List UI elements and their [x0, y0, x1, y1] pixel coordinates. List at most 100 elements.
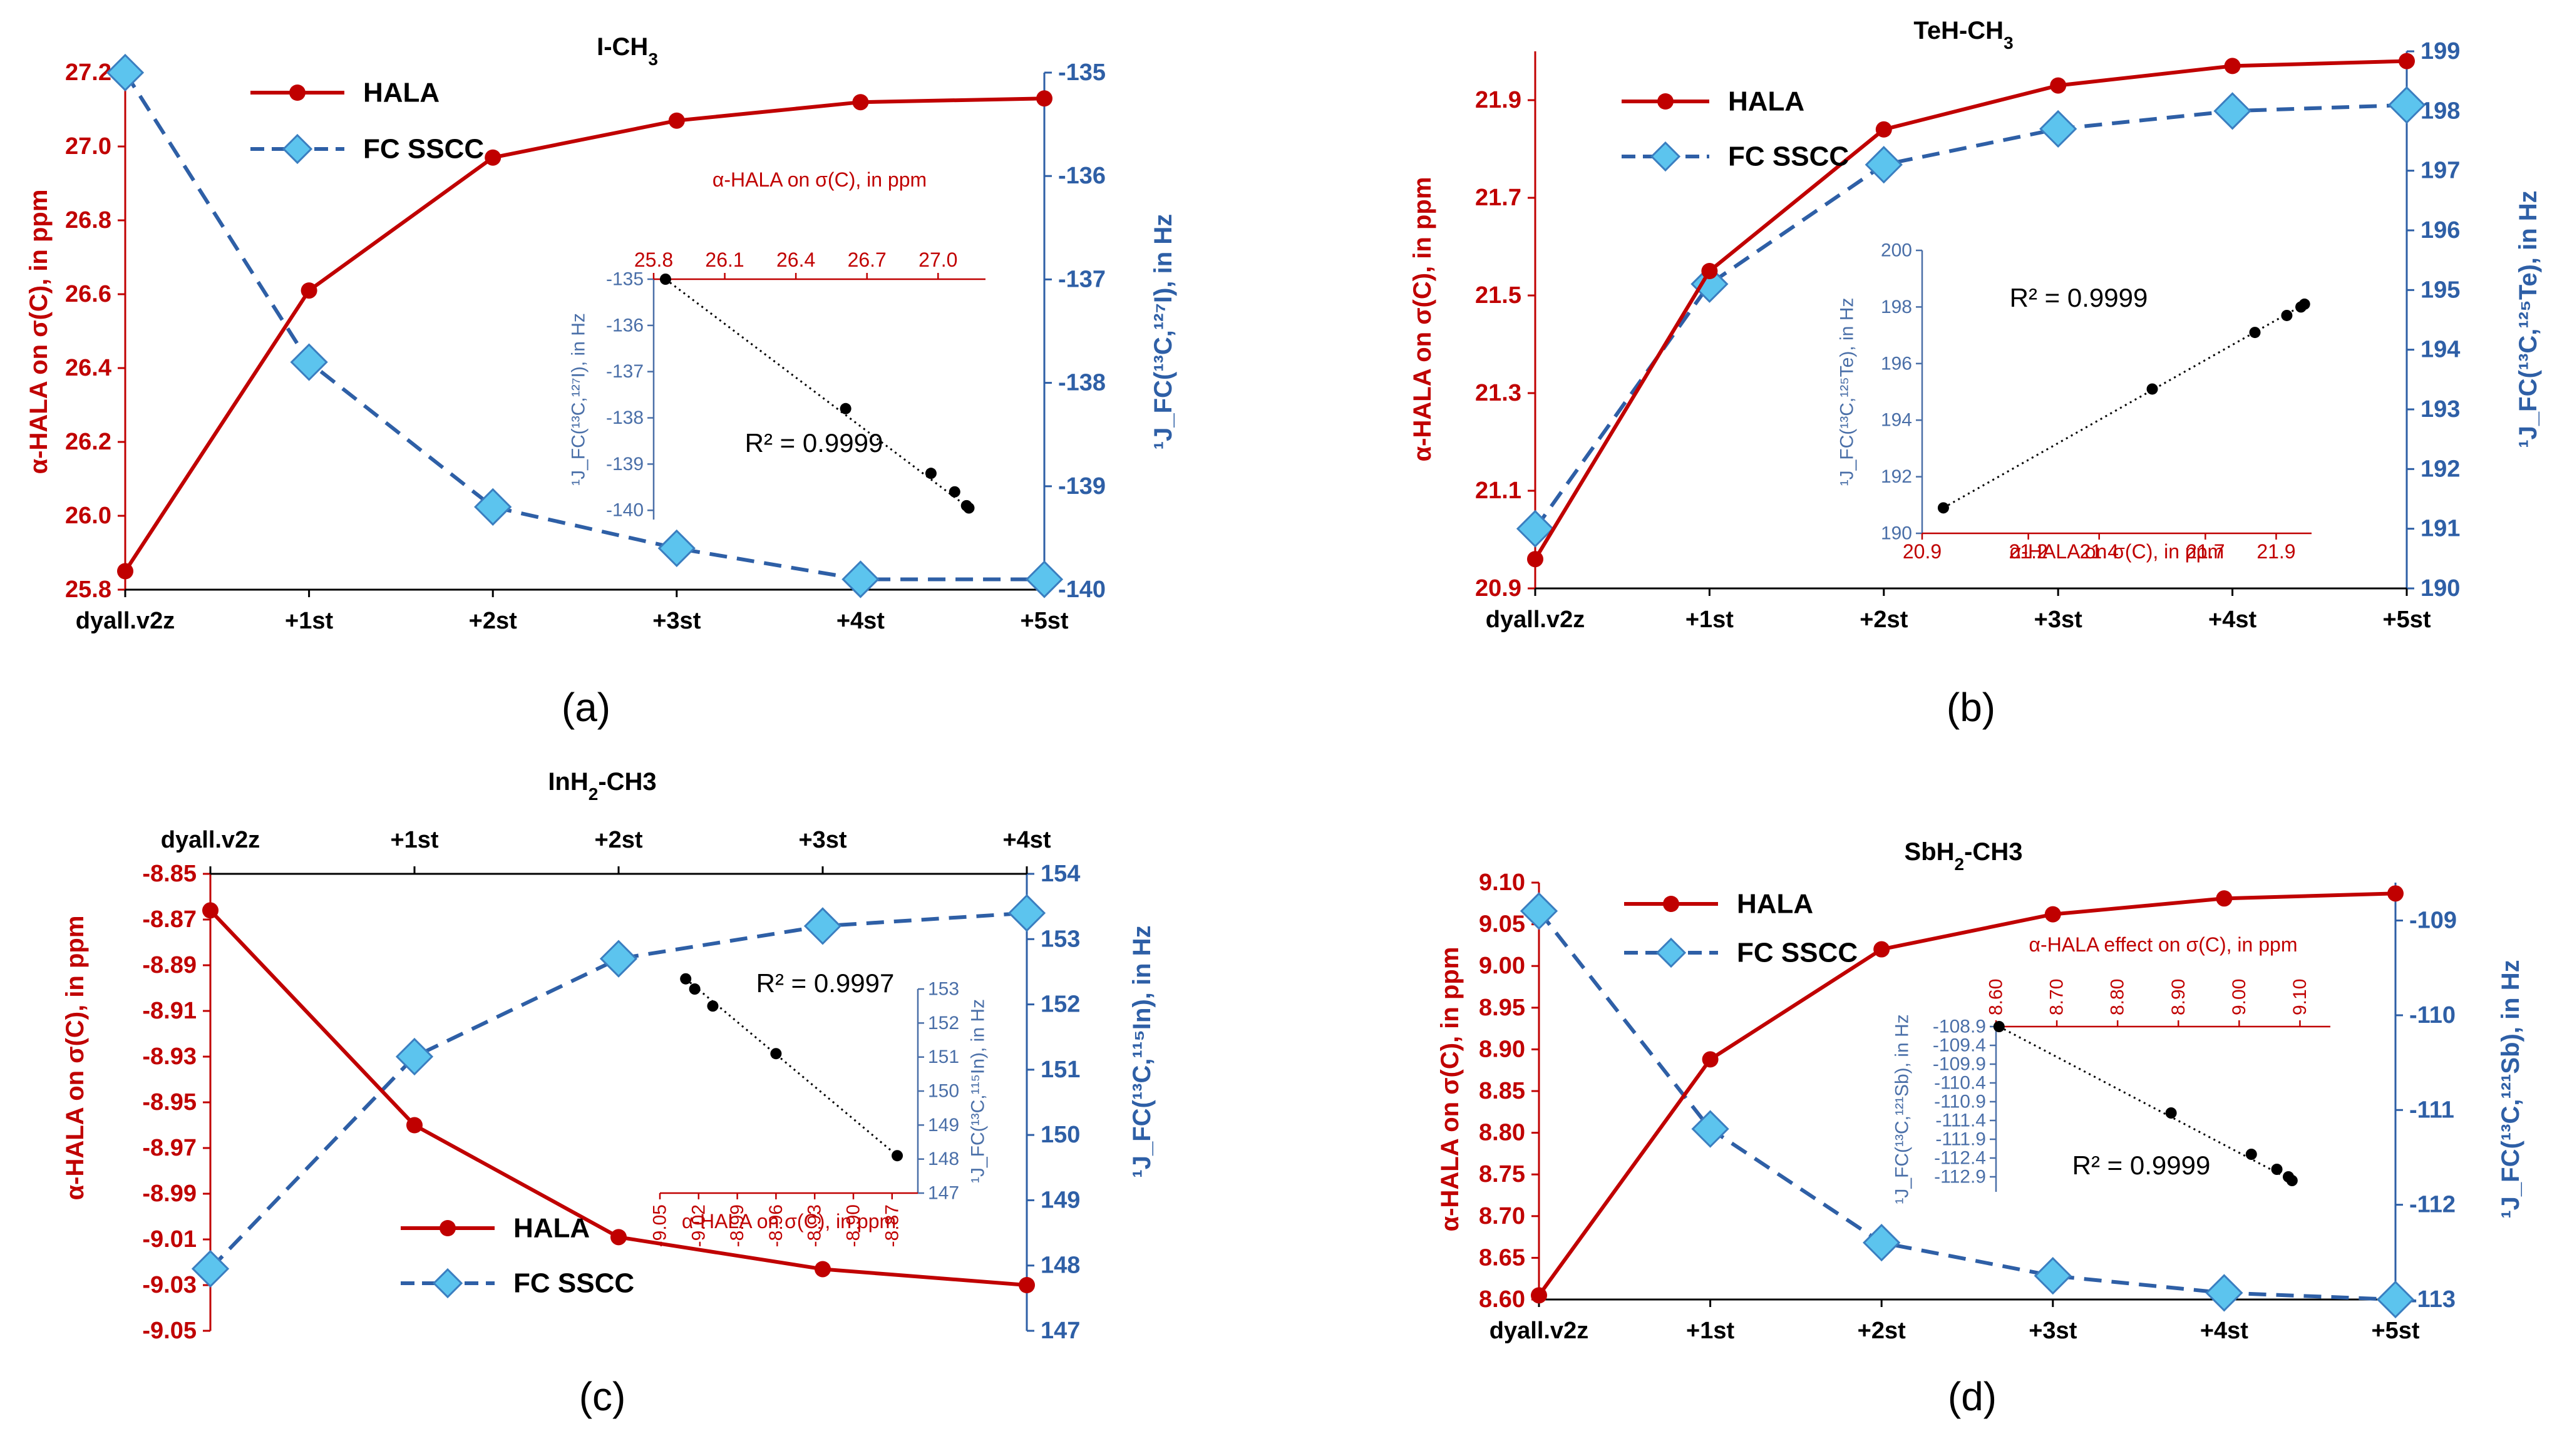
- inset-point: [680, 973, 691, 985]
- fc-sscc-point: [1027, 561, 1062, 597]
- left-tick-label: -9.01: [142, 1226, 197, 1253]
- left-tick-label: 8.65: [1479, 1244, 1525, 1271]
- left-axis-label: α-HALA on σ(C), in ppm: [1436, 947, 1464, 1232]
- title-rest: -CH3: [598, 768, 656, 796]
- fc-sscc-point: [1864, 1225, 1899, 1260]
- right-tick-label: -137: [1058, 266, 1106, 292]
- inset-point: [2299, 299, 2310, 310]
- panel-label: (d): [1948, 1374, 1997, 1419]
- inset-y-tick-label: 149: [928, 1115, 959, 1136]
- inset-y-tick-label: 198: [1881, 297, 1912, 317]
- hala-point: [1527, 551, 1543, 567]
- category-label: +1st: [390, 827, 438, 853]
- inset-r2-label: R² = 0.9999: [745, 428, 883, 458]
- left-tick-label: 21.5: [1475, 282, 1521, 309]
- inset-d: -108.9-109.4-109.9-110.4-110.9-111.4-111…: [1892, 933, 2331, 1204]
- left-tick-label: 21.9: [1475, 87, 1521, 113]
- left-tick-label: -8.91: [142, 998, 197, 1024]
- inset-point: [925, 468, 937, 479]
- inset-y-tick-label: -109.4: [1933, 1035, 1986, 1056]
- fc-sscc-point: [805, 908, 840, 943]
- inset-y-tick-label: 194: [1881, 410, 1912, 431]
- category-label: +3st: [2029, 1318, 2077, 1344]
- fc-sscc-point: [2389, 88, 2424, 123]
- left-tick-label: -8.89: [142, 952, 197, 978]
- inset-x-tick-label: 9.00: [2229, 979, 2250, 1015]
- right-tick-label: 197: [2421, 158, 2460, 184]
- left-axis-label: α-HALA on σ(C), in ppm: [25, 190, 53, 474]
- category-label: dyall.v2z: [1486, 607, 1585, 633]
- left-tick-label: -8.87: [142, 906, 197, 933]
- left-tick-label: 25.8: [65, 577, 111, 603]
- inset-y-axis-label: ¹J_FC(¹³C,¹¹⁵In), in Hz: [968, 999, 989, 1183]
- category-label: +5st: [2382, 607, 2431, 633]
- category-label: +3st: [2034, 607, 2082, 633]
- title-base: I-CH: [597, 33, 648, 61]
- hala-point: [1019, 1277, 1035, 1293]
- fc-sscc-point: [2040, 111, 2076, 146]
- left-axis-label: α-HALA on σ(C), in ppm: [61, 916, 89, 1201]
- inset-y-tick-label: 192: [1881, 466, 1912, 487]
- fc-sscc-point: [1693, 1112, 1728, 1147]
- title-base: TeH-CH: [1913, 17, 2004, 44]
- figure-canvas: I-CH3 25.8 26.0 26.2 26.4 26.6 26.8 27.0 27.2 -14…: [0, 0, 2557, 1453]
- inset-point: [2287, 1175, 2298, 1186]
- inset-y-tick-label: 148: [928, 1149, 959, 1169]
- category-label: +5st: [2371, 1318, 2419, 1344]
- left-tick-label: 9.05: [1479, 911, 1525, 938]
- left-tick-label: 9.10: [1479, 869, 1525, 896]
- fc-sscc-point: [601, 941, 636, 977]
- left-tick-label: 26.8: [65, 207, 111, 233]
- inset-point: [892, 1150, 903, 1161]
- right-tick-label: -139: [1058, 473, 1106, 500]
- inset-x-tick-label: 8.90: [2168, 979, 2189, 1015]
- inset-point: [964, 503, 975, 514]
- hala-point: [1876, 121, 1892, 138]
- right-tick-label: 150: [1041, 1122, 1080, 1148]
- legend: HALA FC SSCC: [1624, 889, 1858, 968]
- inset-x-axis-label: α-HALA on σ(C), in ppm: [713, 168, 927, 191]
- right-tick-label: 196: [2421, 217, 2460, 244]
- right-axis-label: ¹J_FC(¹³C,¹²¹Sb), in Hz: [2497, 960, 2524, 1218]
- inset-point: [707, 1000, 718, 1012]
- inset-y-tick-label: -109.9: [1933, 1054, 1986, 1075]
- inset-r2-label: R² = 0.9997: [756, 968, 895, 998]
- legend-hala-label: HALA: [363, 78, 440, 108]
- category-label: +4st: [2208, 607, 2256, 633]
- category-label: +1st: [285, 608, 333, 634]
- inset-y-tick-label: 153: [928, 979, 959, 1000]
- right-tick-label: 153: [1041, 926, 1080, 952]
- inset-y-tick-label: -137: [606, 361, 644, 382]
- fc-sscc-point: [2035, 1258, 2071, 1293]
- left-tick-label: 20.9: [1475, 575, 1521, 602]
- hala-point: [1531, 1287, 1547, 1303]
- right-axis-label: ¹J_FC(¹³C,¹²⁷I), in Hz: [1150, 214, 1177, 449]
- inset-y-tick-label: -108.9: [1933, 1017, 1986, 1037]
- right-tick-label: 195: [2421, 277, 2460, 303]
- hala-point: [117, 563, 133, 580]
- right-tick-label: 193: [2421, 396, 2460, 423]
- inset-point: [1994, 1021, 2005, 1032]
- inset-y-tick-label: -135: [606, 269, 644, 290]
- inset-y-tick-label: -140: [606, 500, 644, 521]
- inset-x-tick-label: 26.7: [848, 249, 887, 271]
- inset-y-tick-label: -112.4: [1934, 1148, 1986, 1169]
- chart-c: InH2-CH3-8.85-8.87-8.89-8.91-8.93-8.95-8…: [61, 768, 1156, 1419]
- inset-x-tick-label: -9.05: [650, 1204, 671, 1247]
- fc-sscc-point: [1009, 896, 1044, 931]
- right-tick-label: -109: [2409, 908, 2457, 934]
- panel-label: (c): [579, 1374, 626, 1419]
- category-label: +1st: [1685, 607, 1734, 633]
- inset-x-tick-label: 8.80: [2107, 979, 2128, 1015]
- legend-fc-label: FC SSCC: [363, 134, 484, 165]
- inset-point: [2250, 327, 2261, 338]
- left-tick-label: -8.99: [142, 1181, 197, 1207]
- hala-point: [485, 150, 501, 166]
- legend-fc-label: FC SSCC: [1737, 938, 1858, 968]
- fc-sscc-point: [2378, 1282, 2413, 1317]
- right-tick-label: 190: [2421, 575, 2460, 602]
- title-sub: 2: [589, 784, 599, 804]
- inset-x-axis-label: α-HALA on σ(C), in ppm: [682, 1210, 896, 1233]
- right-tick-label: -112: [2409, 1192, 2456, 1218]
- legend-hala-marker: [1663, 896, 1679, 912]
